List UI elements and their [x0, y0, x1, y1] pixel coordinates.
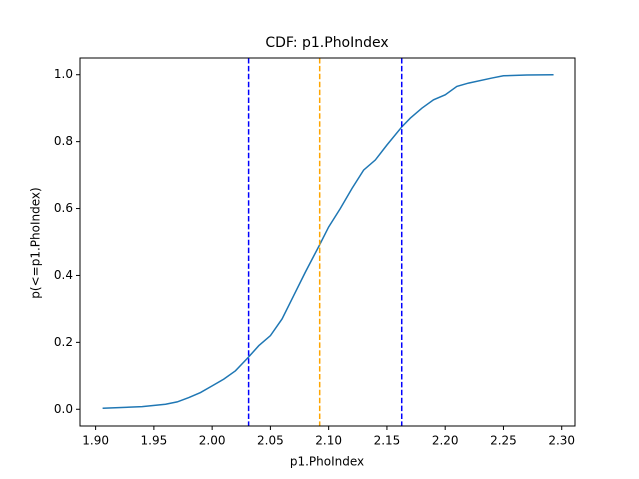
- y-axis-label: p(<=p1.PhoIndex): [29, 187, 43, 298]
- x-tick-label: 1.95: [141, 434, 168, 448]
- y-tick-label: 0.0: [54, 402, 73, 416]
- y-tick-label: 0.2: [54, 335, 73, 349]
- y-tick-label: 1.0: [54, 67, 73, 81]
- x-tick-label: 2.25: [490, 434, 517, 448]
- chart-title: CDF: p1.PhoIndex: [265, 35, 388, 51]
- plot-frame: [79, 57, 576, 427]
- x-tick-label: 2.00: [199, 434, 226, 448]
- x-tick-label: 2.15: [374, 434, 401, 448]
- x-tick-label: 2.30: [548, 434, 575, 448]
- x-tick-label: 2.05: [257, 434, 284, 448]
- x-tick-label: 2.20: [432, 434, 459, 448]
- x-axis-label: p1.PhoIndex: [290, 455, 364, 469]
- y-tick-label: 0.6: [54, 201, 73, 215]
- cdf-line: [102, 73, 554, 410]
- x-tick-label: 1.90: [82, 434, 109, 448]
- y-tick-label: 0.4: [54, 268, 73, 282]
- y-tick-label: 0.8: [54, 134, 73, 148]
- x-tick-label: 2.10: [315, 434, 342, 448]
